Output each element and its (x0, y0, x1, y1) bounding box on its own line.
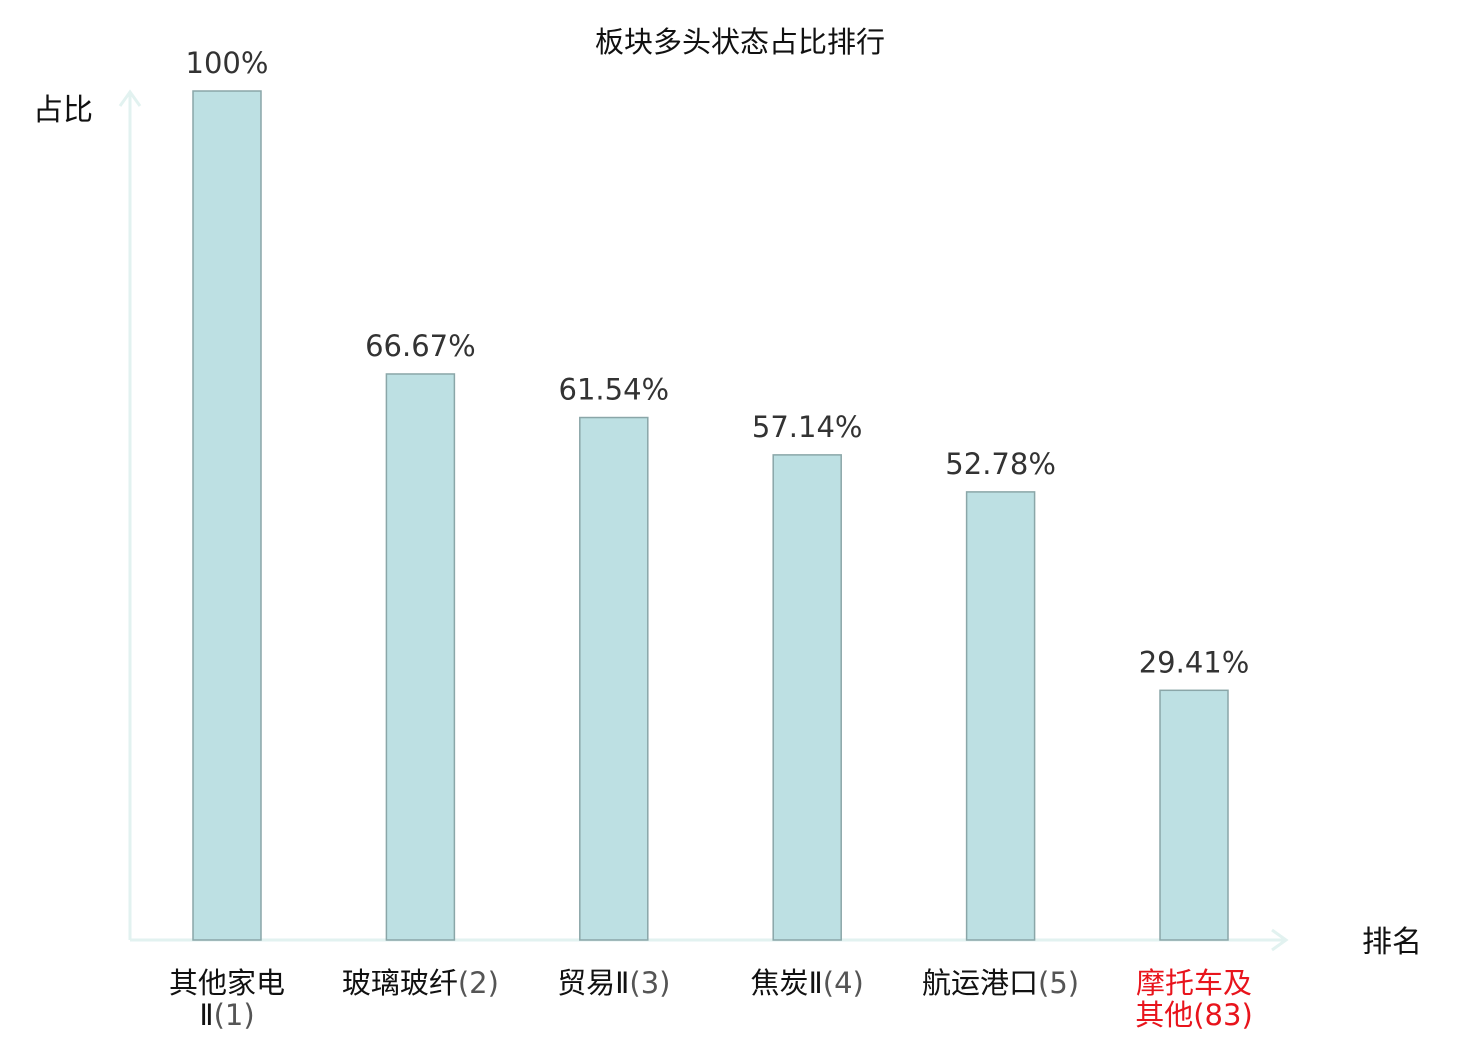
x-tick-rank: (1) (214, 998, 255, 1032)
bar (1159, 689, 1229, 941)
x-tick-label: 摩托车及 (1136, 966, 1252, 1000)
bar (772, 454, 842, 941)
x-axis-label: 排名 (1362, 925, 1422, 960)
x-tick-rank: (3) (629, 966, 670, 1000)
bar-value-label: 29.41% (1139, 645, 1250, 679)
x-tick-name: Ⅱ (199, 998, 213, 1032)
x-tick-name: 焦炭Ⅱ (751, 966, 823, 1000)
bar (579, 416, 649, 941)
y-axis-arrow (118, 89, 142, 107)
x-tick-label: 焦炭Ⅱ(4) (751, 966, 864, 1000)
x-tick-label: 其他家电 (169, 966, 285, 1000)
x-tick-name: 玻璃玻纤 (342, 966, 458, 1000)
bar (965, 491, 1036, 941)
x-tick-rank: (4) (823, 966, 864, 1000)
x-tick-name: 其他 (1135, 998, 1193, 1032)
x-tick-rank: (83) (1193, 998, 1253, 1032)
value-labels-group: 100% 66.67% 61.54% 57.14% 52.78% 29.41% (186, 46, 1250, 679)
bars-group (192, 90, 1229, 941)
x-tick-label: 贸易Ⅱ(3) (557, 966, 670, 1000)
x-tick-rank: (2) (458, 966, 499, 1000)
x-tick-label: Ⅱ(1) (199, 998, 254, 1032)
bar (385, 373, 456, 941)
x-tick-name: 摩托车及 (1136, 966, 1252, 1000)
bar-value-label: 100% (186, 46, 269, 80)
x-tick-name: 其他家电 (169, 966, 285, 1000)
x-tick-name: 航运港口 (922, 966, 1038, 1000)
x-tick-label: 其他(83) (1135, 998, 1253, 1032)
x-tick-label: 航运港口(5) (922, 966, 1079, 1000)
bar-value-label: 57.14% (752, 410, 863, 444)
bar (192, 90, 262, 941)
x-tick-name: 贸易Ⅱ (557, 966, 629, 1000)
x-tick-label: 玻璃玻纤(2) (342, 966, 499, 1000)
bar-value-label: 66.67% (365, 329, 476, 363)
chart-title: 板块多头状态占比排行 (595, 25, 885, 59)
x-axis-arrow (1271, 928, 1289, 952)
bar-value-label: 61.54% (559, 373, 670, 407)
bar-value-label: 52.78% (945, 447, 1056, 481)
x-tick-rank: (5) (1038, 966, 1079, 1000)
y-axis-label: 占比 (33, 93, 93, 128)
